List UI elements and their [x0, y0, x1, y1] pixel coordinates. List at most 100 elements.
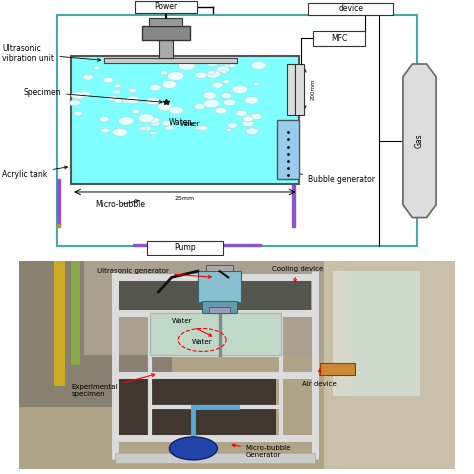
Circle shape — [161, 71, 168, 75]
Text: Water: Water — [169, 118, 191, 128]
Circle shape — [151, 121, 160, 126]
Circle shape — [126, 96, 140, 104]
Bar — [142, 26, 190, 40]
Circle shape — [203, 99, 219, 108]
Bar — [54, 261, 65, 386]
Circle shape — [223, 80, 230, 84]
Bar — [135, 1, 197, 13]
Circle shape — [157, 103, 173, 111]
Bar — [159, 40, 173, 58]
Circle shape — [122, 98, 131, 103]
Bar — [202, 301, 237, 313]
Circle shape — [69, 100, 80, 106]
Circle shape — [242, 120, 254, 127]
Circle shape — [195, 72, 207, 78]
Circle shape — [108, 95, 118, 100]
Bar — [57, 179, 60, 225]
Circle shape — [232, 85, 247, 94]
Circle shape — [128, 88, 137, 93]
Circle shape — [93, 66, 100, 70]
Bar — [104, 58, 237, 63]
Circle shape — [178, 61, 195, 70]
Circle shape — [114, 84, 121, 88]
Circle shape — [162, 121, 172, 126]
Circle shape — [206, 70, 220, 78]
Circle shape — [254, 82, 260, 86]
Circle shape — [83, 74, 93, 80]
Bar — [133, 244, 180, 246]
Circle shape — [165, 126, 174, 130]
Circle shape — [223, 99, 236, 106]
Bar — [292, 178, 295, 227]
Bar — [320, 363, 355, 375]
Bar — [324, 261, 455, 469]
Bar — [209, 307, 230, 313]
Polygon shape — [403, 64, 436, 218]
Text: Bubble generator: Bubble generator — [283, 171, 375, 183]
Circle shape — [149, 84, 161, 91]
Bar — [333, 271, 420, 396]
Circle shape — [203, 92, 217, 99]
Bar — [287, 64, 295, 115]
Circle shape — [103, 77, 113, 83]
Bar — [119, 375, 276, 438]
Bar — [147, 241, 223, 255]
Text: Pump: Pump — [174, 243, 196, 252]
Circle shape — [224, 64, 230, 67]
Circle shape — [246, 128, 258, 135]
Circle shape — [198, 125, 208, 131]
Circle shape — [228, 123, 237, 128]
Text: Ultrasonic generator: Ultrasonic generator — [98, 268, 211, 278]
Circle shape — [212, 82, 223, 88]
Text: Power: Power — [155, 2, 177, 11]
Bar — [57, 224, 60, 227]
Text: Water: Water — [172, 318, 211, 336]
Bar — [19, 261, 172, 407]
Text: Air device: Air device — [302, 369, 337, 387]
Circle shape — [195, 126, 205, 131]
Circle shape — [142, 126, 151, 131]
Circle shape — [139, 127, 146, 130]
Circle shape — [71, 92, 85, 99]
Circle shape — [244, 96, 259, 104]
Circle shape — [162, 81, 177, 89]
Circle shape — [207, 60, 218, 66]
Circle shape — [118, 117, 134, 125]
Bar — [115, 453, 316, 463]
Bar — [207, 265, 233, 271]
Circle shape — [220, 70, 227, 73]
Bar — [57, 15, 417, 246]
Circle shape — [148, 117, 160, 123]
Text: 200mm: 200mm — [310, 79, 316, 100]
Circle shape — [78, 91, 91, 98]
Text: Cooling device: Cooling device — [272, 266, 323, 282]
Circle shape — [216, 66, 229, 73]
Text: Micro-bubble
Generator: Micro-bubble Generator — [232, 444, 291, 458]
Bar — [150, 313, 281, 355]
Bar — [71, 56, 299, 184]
Text: device: device — [338, 4, 363, 13]
Circle shape — [215, 107, 227, 114]
Circle shape — [221, 93, 232, 99]
Bar — [149, 18, 182, 26]
Circle shape — [167, 72, 184, 81]
Circle shape — [132, 109, 139, 114]
Circle shape — [243, 116, 254, 122]
Circle shape — [112, 128, 128, 137]
Bar — [277, 120, 299, 179]
Circle shape — [236, 110, 247, 116]
Circle shape — [146, 97, 160, 105]
Circle shape — [73, 111, 82, 116]
Text: (a): (a) — [206, 260, 220, 270]
Bar — [198, 271, 241, 302]
Bar — [71, 261, 80, 365]
Circle shape — [251, 61, 266, 70]
Circle shape — [250, 113, 262, 120]
Text: Ultrasonic
vibration unit: Ultrasonic vibration unit — [2, 44, 100, 64]
Text: Micro-bubble: Micro-bubble — [95, 200, 145, 209]
Circle shape — [229, 64, 236, 67]
Bar — [84, 261, 390, 355]
Circle shape — [169, 107, 183, 114]
Circle shape — [114, 99, 123, 103]
Text: Water: Water — [192, 339, 212, 345]
